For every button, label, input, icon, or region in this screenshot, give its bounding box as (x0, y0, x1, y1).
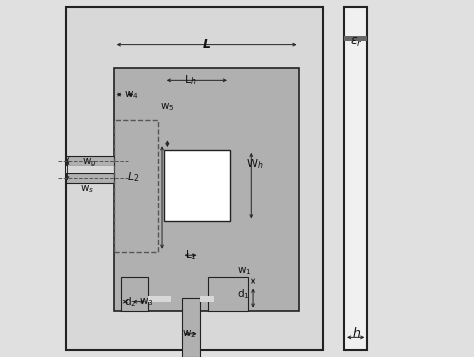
Text: $\varepsilon_r$: $\varepsilon_r$ (350, 36, 363, 49)
Bar (164, 150, 230, 221)
Text: w$_1$: w$_1$ (237, 265, 252, 277)
Bar (148, 296, 171, 302)
Bar (344, 7, 367, 350)
Text: w$_4$: w$_4$ (124, 89, 139, 101)
Text: w$_s$: w$_s$ (80, 183, 94, 195)
Text: w$_g$: w$_g$ (82, 156, 97, 169)
Bar (344, 36, 367, 41)
Bar (114, 68, 300, 311)
Text: w$_3$: w$_3$ (138, 296, 153, 308)
Bar (65, 166, 114, 173)
Bar (200, 296, 214, 302)
Text: L$_h$: L$_h$ (184, 74, 197, 87)
Text: d$_2$: d$_2$ (124, 295, 136, 308)
Text: W$_h$: W$_h$ (246, 157, 264, 171)
Bar (182, 298, 200, 357)
Text: L$_2$: L$_2$ (127, 170, 140, 183)
Text: L$_1$: L$_1$ (185, 248, 197, 262)
Bar (65, 173, 114, 183)
Text: h: h (353, 327, 361, 340)
Bar (209, 277, 248, 311)
Text: d$_1$: d$_1$ (237, 288, 250, 301)
Text: L: L (203, 38, 210, 51)
Bar (65, 156, 114, 166)
Bar (114, 120, 158, 252)
Text: w$_2$: w$_2$ (182, 328, 196, 340)
Bar (65, 7, 323, 350)
Text: w$_5$: w$_5$ (160, 101, 175, 113)
Bar (121, 277, 148, 311)
